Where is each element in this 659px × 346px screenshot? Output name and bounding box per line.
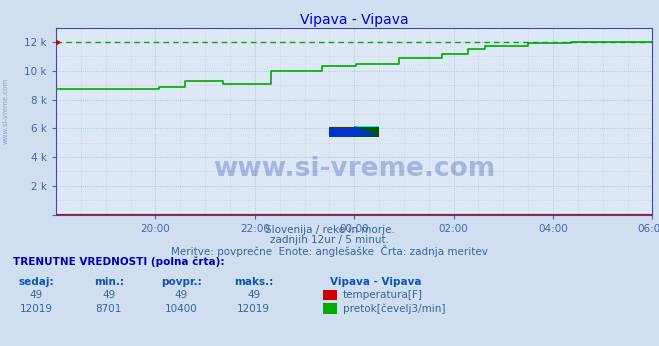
Text: pretok[čevelj3/min]: pretok[čevelj3/min] [343, 303, 445, 314]
Bar [330, 126, 354, 136]
Text: 49: 49 [102, 290, 115, 300]
Text: temperatura[F]: temperatura[F] [343, 290, 422, 300]
Text: 10400: 10400 [165, 304, 198, 313]
Bar [354, 126, 379, 136]
Bar [354, 127, 379, 137]
Text: sedaj:: sedaj: [18, 277, 54, 287]
Text: Meritve: povprečne  Enote: anglešaške  Črta: zadnja meritev: Meritve: povprečne Enote: anglešaške Črt… [171, 245, 488, 257]
Text: maks.:: maks.: [234, 277, 273, 287]
Text: www.si-vreme.com: www.si-vreme.com [213, 156, 496, 182]
Text: 12019: 12019 [237, 304, 270, 313]
Text: 49: 49 [30, 290, 43, 300]
Title: Vipava - Vipava: Vipava - Vipava [300, 12, 409, 27]
Text: TRENUTNE VREDNOSTI (polna črta):: TRENUTNE VREDNOSTI (polna črta): [13, 256, 225, 267]
Polygon shape [354, 126, 379, 136]
Text: povpr.:: povpr.: [161, 277, 202, 287]
Bar [330, 127, 354, 137]
Text: Vipava - Vipava: Vipava - Vipava [330, 277, 421, 287]
Text: 49: 49 [247, 290, 260, 300]
Text: www.si-vreme.com: www.si-vreme.com [2, 78, 9, 144]
Text: zadnjih 12ur / 5 minut.: zadnjih 12ur / 5 minut. [270, 236, 389, 245]
Text: Slovenija / reke in morje.: Slovenija / reke in morje. [264, 225, 395, 235]
Text: min.:: min.: [94, 277, 124, 287]
Text: 12019: 12019 [20, 304, 53, 313]
Text: 8701: 8701 [96, 304, 122, 313]
Text: 49: 49 [175, 290, 188, 300]
